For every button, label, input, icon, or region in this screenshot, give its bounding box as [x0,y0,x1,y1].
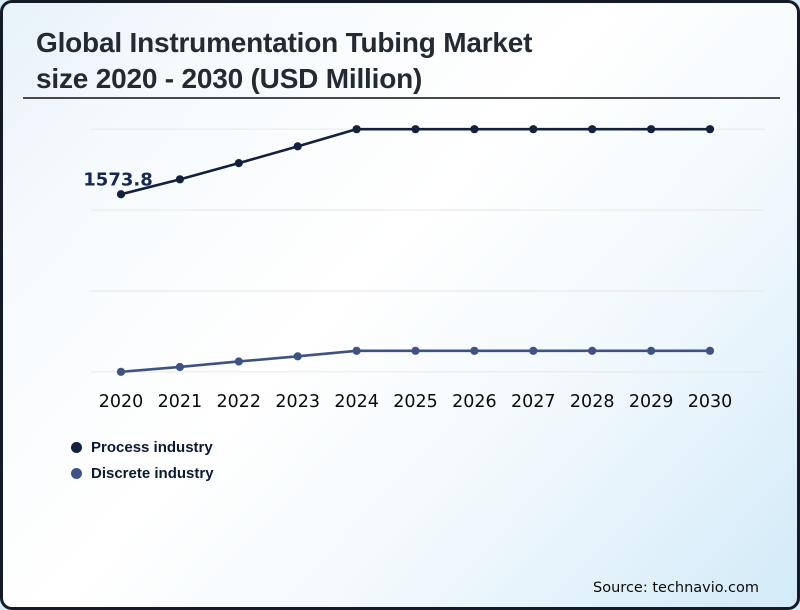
process-industry-point-2022 [234,159,243,168]
x-axis-label-2030: 2030 [688,392,733,412]
discrete-industry-point-2025 [411,346,420,355]
process-industry-point-2021 [175,175,184,184]
process-industry-point-2026 [470,125,479,134]
legend-label: Process industry [91,439,213,456]
legend-marker-icon [71,468,82,479]
legend-item-discrete-industry: Discrete industry [71,465,214,482]
process-industry-point-2028 [588,125,597,134]
title-divider [23,97,780,99]
process-industry-point-2029 [647,125,656,134]
chart-title: Global Instrumentation Tubing Market siz… [36,25,532,98]
x-axis-label-2029: 2029 [629,392,674,412]
x-axis-label-2027: 2027 [511,392,556,412]
discrete-industry-point-2028 [588,346,597,355]
x-axis-label-2022: 2022 [217,392,262,412]
discrete-industry-point-2023 [293,352,302,361]
legend-marker-icon [71,442,82,453]
x-axis-label-2028: 2028 [570,392,615,412]
discrete-industry-point-2021 [175,362,184,372]
data-label-2020: 1573.8 [83,169,152,190]
discrete-industry-point-2022 [234,357,243,366]
process-industry-line [120,127,710,196]
process-industry-point-2027 [529,125,538,134]
discrete-industry-point-2027 [529,346,538,355]
x-axis-label-2026: 2026 [452,392,497,412]
chart-title-line-1: Global Instrumentation Tubing Market [36,27,533,58]
x-axis-label-2020: 2020 [99,392,144,412]
line-chart-plot: 2020 2021 2022 2023 2024 2025 2026 2027 2028 2029… [83,125,765,412]
process-industry-point-2023 [293,142,302,151]
legend-label: Discrete industry [91,465,214,482]
discrete-industry-point-2024 [352,346,361,355]
chart-title-line-2: size 2020 - 2030 (USD Million) [36,63,423,95]
discrete-industry-point-2026 [470,346,479,355]
process-industry-point-2025 [411,125,420,134]
source-attribution: Source: technavio.com [593,580,759,596]
process-industry-point-2030 [705,125,715,134]
process-industry-point-2024 [352,125,361,134]
chart-legend: Process industry Discrete industry [71,439,214,491]
discrete-industry-point-2030 [705,346,715,355]
x-axis-label-2025: 2025 [393,392,438,412]
legend-item-process-industry: Process industry [71,439,214,456]
discrete-industry-point-2020 [116,367,126,376]
x-axis-label-2024: 2024 [334,392,379,412]
x-axis-label-2023: 2023 [275,392,320,412]
x-axis-label-2021: 2021 [158,392,203,412]
process-industry-point-2020 [116,190,126,199]
discrete-industry-point-2029 [647,346,656,355]
